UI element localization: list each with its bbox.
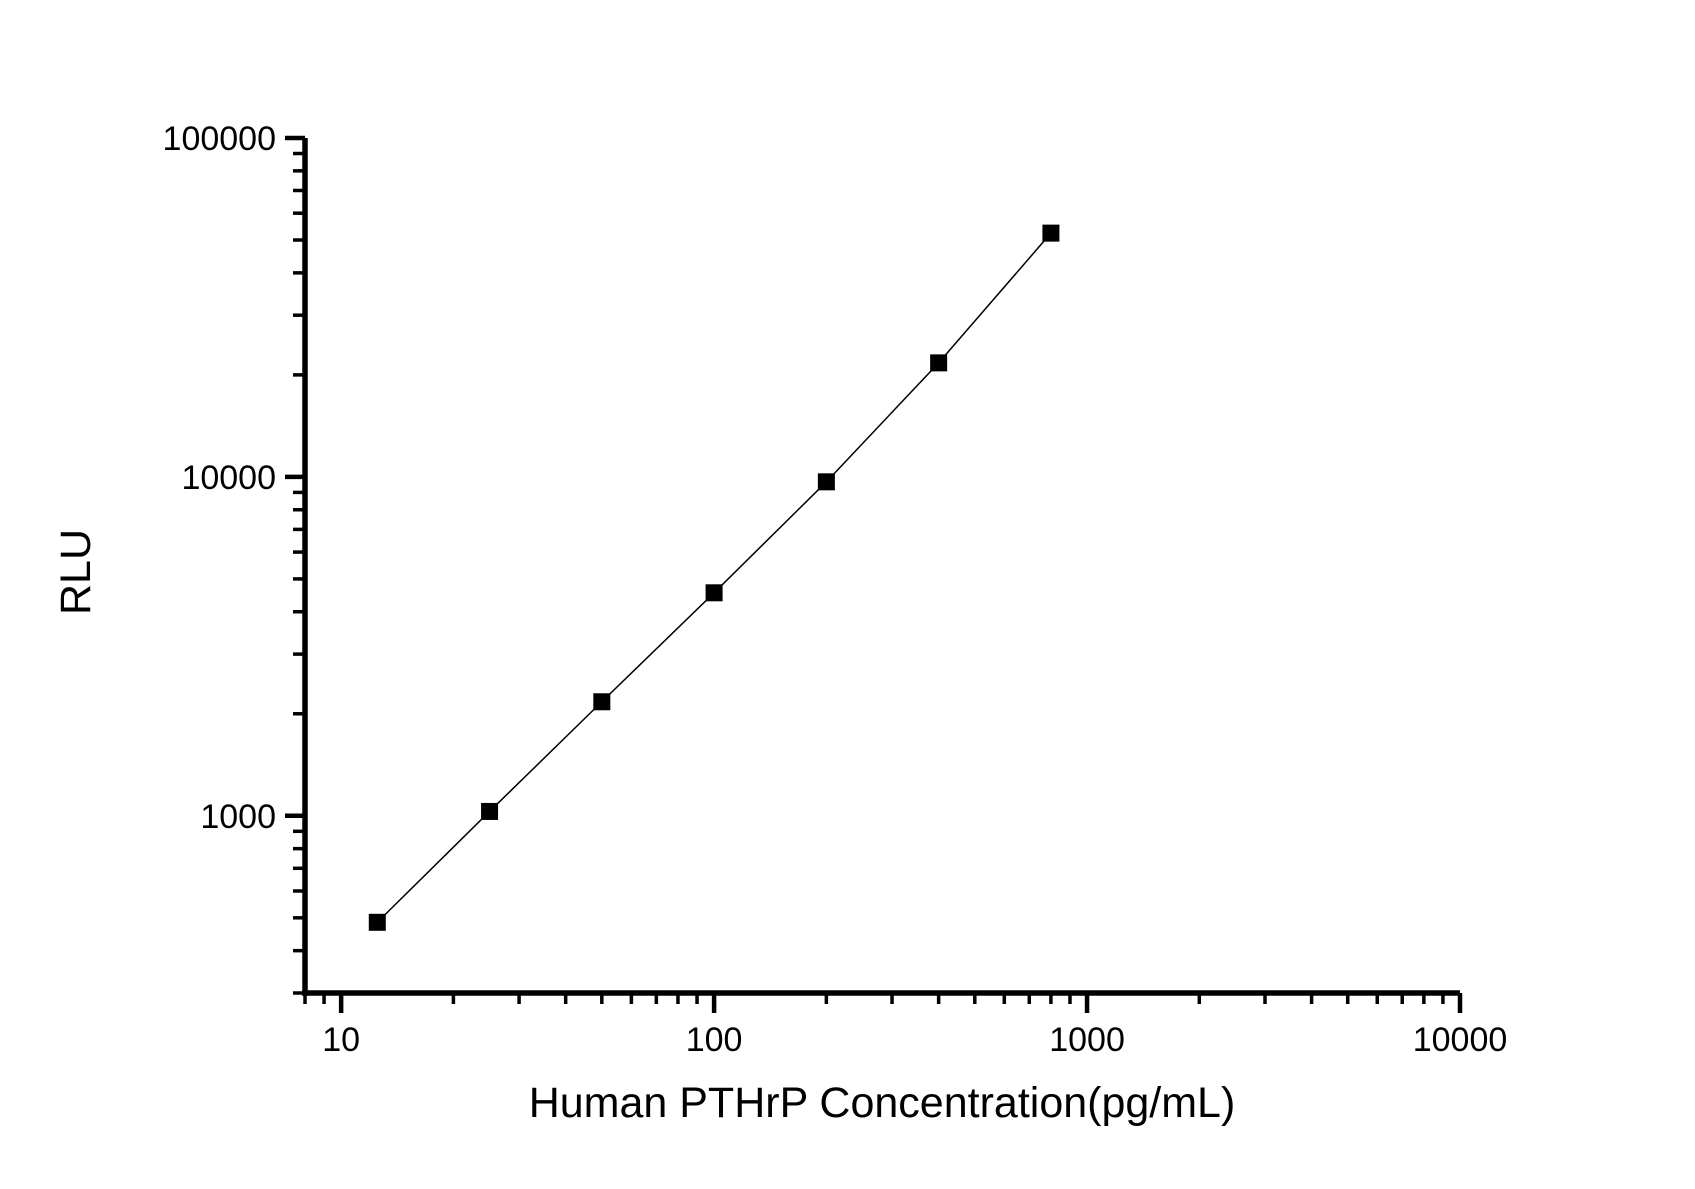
x-tick-label: 10000: [1413, 1021, 1508, 1059]
x-tick-label: 10: [322, 1021, 360, 1059]
x-tick-label: 1000: [1049, 1021, 1125, 1059]
x-axis-title: Human PTHrP Concentration(pg/mL): [529, 1079, 1236, 1127]
series-line: [376, 232, 1052, 923]
data-series: [368, 224, 1060, 931]
y-tick-label: 10000: [181, 459, 276, 497]
axis-major-ticks: [285, 135, 1463, 1013]
data-point-marker: [705, 584, 723, 602]
y-tick-label: 100000: [163, 120, 276, 158]
y-tick-label: 1000: [200, 798, 276, 836]
data-point-marker: [368, 913, 386, 931]
data-point-marker: [817, 473, 835, 491]
data-point-marker: [593, 693, 611, 711]
axis-tick-labels: 10 100 1000 10000 1000 10000 100000: [163, 120, 1508, 1059]
y-axis-title: RLU: [52, 529, 100, 615]
x-tick-label: 100: [686, 1021, 743, 1059]
data-point-marker: [481, 802, 499, 820]
data-point-marker: [930, 354, 948, 372]
axis-minor-ticks: [293, 151, 1445, 1004]
data-point-marker: [1042, 224, 1060, 242]
axis-lines: [302, 138, 1460, 996]
